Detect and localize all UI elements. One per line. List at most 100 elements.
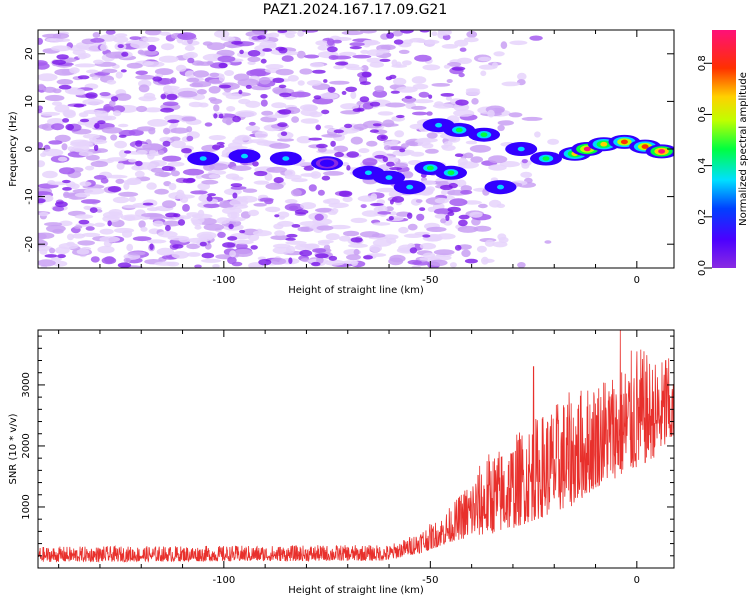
spectrogram-speckle [44,254,58,258]
spectrogram-noise-blob [393,77,407,86]
spectrogram-y-tick-label: 20 [24,47,35,60]
spectrogram-noise-blob [121,230,133,238]
spectrogram-noise-blob [385,102,406,108]
spectrogram-noise-blob [72,233,86,239]
spectrogram-noise-blob [90,38,105,43]
colorbar-tick-label: 0.4 [697,158,708,174]
spectrogram-speckle [120,69,127,73]
spectrogram-noise-blob [398,49,410,55]
spectrogram-noise-blob [264,198,274,205]
spectrogram-noise-blob [434,213,448,219]
spectrogram-noise-blob [454,39,469,47]
spectrogram-noise-blob [260,99,268,107]
spectrogram-noise-blob [360,204,367,209]
spectrogram-speckle [172,244,184,249]
spectrogram-speckle [222,242,236,248]
spectrogram-noise-blob [370,193,378,201]
spectrogram-noise-blob [46,38,57,42]
spectrogram-noise-blob [182,204,190,212]
spectrogram-noise-blob [517,72,527,81]
spectrogram-noise-blob [171,251,190,259]
spectrogram-noise-blob [308,184,317,192]
spectrogram-speckle [286,233,298,238]
spectrogram-noise-blob [214,30,230,38]
spectrogram-noise-blob [446,79,453,83]
spectrogram-speckle [345,86,358,93]
spectrogram-noise-blob [458,72,465,78]
spectrogram-speckle [376,134,388,141]
spectrogram-noise-blob [501,81,520,87]
spectrogram-noise-blob [158,150,165,155]
spectrogram-speckle [117,44,124,49]
spectrogram-x-tick-label: 0 [634,275,640,286]
spectrogram-noise-blob [161,43,175,51]
spectrogram-noise-blob [61,143,68,151]
spectrogram-noise-blob [508,112,523,118]
spectrogram-noise-blob [226,216,246,222]
spectrogram-noise-blob [443,64,451,69]
spectrogram-noise-blob [440,218,447,224]
spectrogram-noise-blob [38,232,47,241]
spectrogram-noise-blob [74,225,83,230]
spectrogram-noise-blob [461,249,471,258]
spectrogram-noise-blob [388,257,404,266]
spectrogram-noise-blob [431,31,438,36]
spectrogram-ridge-blob [364,170,372,176]
spectrogram-noise-blob [312,248,327,254]
spectrogram-noise-blob [300,258,310,262]
spectrogram-noise-blob [383,145,391,151]
spectrogram-noise-blob [317,239,334,244]
spectrogram-noise-blob [259,40,277,49]
spectrogram-noise-blob [94,222,106,227]
spectrogram-noise-blob [85,165,95,171]
spectrogram-noise-blob [38,142,43,149]
spectrogram-noise-blob [388,211,397,216]
spectrogram-noise-blob [414,138,431,147]
spectrogram-noise-blob [286,245,296,254]
spectrogram-noise-blob [195,175,203,179]
spectrogram-speckle [440,93,455,97]
spectrogram-speckle [232,192,238,199]
spectrogram-ridge-blob [385,175,393,180]
spectrogram-noise-blob [44,94,65,102]
spectrogram-noise-blob [457,157,468,166]
spectrogram-noise-blob [328,55,339,60]
spectrogram-noise-blob [136,126,156,132]
spectrogram-x-label: Height of straight line (km) [288,285,424,296]
spectrogram-noise-blob [290,189,302,197]
spectrogram-noise-blob [170,170,180,177]
spectrogram-x-tick-label: -100 [212,275,235,286]
spectrogram-noise-blob [409,37,425,43]
spectrogram-speckle [428,94,433,99]
spectrogram-speckle [391,196,405,203]
spectrogram-y-label: Frequency (Hz) [8,111,19,187]
spectrogram-noise-blob [332,39,342,44]
spectrogram-speckle [359,96,370,103]
spectrogram-noise-blob [331,208,339,214]
spectrogram-noise-blob [219,200,232,208]
spectrogram-noise-blob [359,231,380,238]
spectrogram-speckle [316,143,328,149]
spectrogram-noise-blob [208,86,221,94]
spectrogram-noise-blob [388,191,403,198]
spectrogram-speckle [313,95,322,100]
spectrogram-speckle [162,140,171,147]
spectrogram-noise-blob [265,64,284,69]
spectrogram-noise-blob [259,76,271,85]
spectrogram-noise-blob [86,69,99,74]
snr-x-label: Height of straight line (km) [288,585,424,596]
spectrogram-speckle [73,103,85,108]
spectrogram-noise-blob [223,188,242,196]
spectrogram-noise-blob [343,230,360,237]
spectrogram-noise-blob [112,196,130,204]
spectrogram-noise-blob [38,212,49,217]
spectrogram-noise-blob [38,73,58,82]
spectrogram-speckle [399,148,406,153]
spectrogram-noise-blob [143,107,163,113]
spectrogram-noise-blob [212,264,220,268]
spectrogram-noise-blob [193,70,209,78]
spectrogram-speckle [181,148,192,154]
spectrogram-noise-blob [100,44,108,52]
spectrogram-speckle [288,257,293,265]
